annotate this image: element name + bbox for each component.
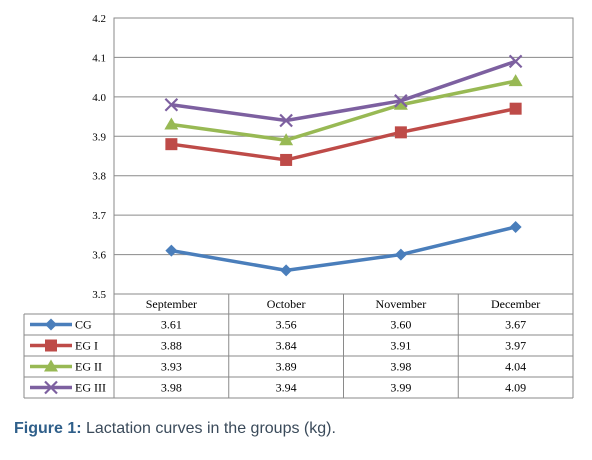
y-tick-label: 3.5 bbox=[92, 289, 106, 301]
y-tick-label: 4.0 bbox=[92, 92, 106, 104]
series-line bbox=[171, 225, 517, 273]
y-tick-label: 3.6 bbox=[92, 250, 106, 262]
y-tick-label: 4.1 bbox=[92, 52, 106, 64]
data-point bbox=[164, 117, 179, 130]
table-cell-value: 3.88 bbox=[161, 339, 182, 353]
data-point bbox=[509, 220, 522, 233]
data-point bbox=[280, 153, 293, 166]
data-point bbox=[164, 97, 179, 112]
y-tick-label: 3.7 bbox=[92, 210, 106, 222]
data-point bbox=[508, 74, 523, 87]
table-cell-value: 3.60 bbox=[390, 318, 411, 332]
table-cell-value: 3.98 bbox=[390, 360, 411, 374]
table-cell-value: 3.91 bbox=[390, 339, 411, 353]
table-cell-value: 3.67 bbox=[505, 318, 526, 332]
series-line bbox=[171, 59, 517, 123]
figure-caption-text: Lactation curves in the groups (kg). bbox=[81, 420, 336, 437]
data-point bbox=[165, 138, 178, 151]
data-point bbox=[394, 126, 407, 139]
figure-caption: Figure 1: Lactation curves in the groups… bbox=[14, 420, 336, 438]
figure-label: Figure 1: bbox=[14, 420, 82, 437]
x-tick-label: October bbox=[267, 297, 306, 311]
legend-key-marker bbox=[44, 359, 58, 372]
table-cell-value: 4.09 bbox=[505, 381, 526, 395]
table-cell-value: 3.98 bbox=[161, 381, 182, 395]
table-cell-value: 4.04 bbox=[505, 360, 526, 374]
x-tick-label: December bbox=[491, 297, 540, 311]
data-point bbox=[279, 113, 293, 128]
data-point bbox=[165, 244, 178, 257]
data-point bbox=[393, 97, 408, 110]
legend-label: CG bbox=[75, 318, 92, 332]
table-cell-value: 3.61 bbox=[161, 318, 182, 332]
series-line bbox=[171, 106, 516, 162]
data-point bbox=[280, 264, 293, 277]
table-cell-value: 3.97 bbox=[505, 339, 526, 353]
legend-label: EG I bbox=[75, 339, 98, 353]
legend-label: EG II bbox=[75, 360, 102, 374]
table-cell-value: 3.93 bbox=[161, 360, 182, 374]
legend-key-marker bbox=[44, 380, 58, 395]
legend-label: EG III bbox=[75, 381, 106, 395]
lactation-chart: 3.5 3.6 3.7 3.8 3.9 4.0 4.1 4.2 September October… bbox=[23, 13, 574, 399]
table-cell-value: 3.84 bbox=[276, 339, 297, 353]
data-point bbox=[394, 248, 407, 261]
data-point bbox=[509, 102, 522, 115]
table-cell-value: 3.56 bbox=[276, 318, 297, 332]
x-tick-label: September bbox=[146, 297, 197, 311]
table-cell-value: 3.89 bbox=[276, 360, 297, 374]
data-point bbox=[508, 54, 523, 69]
legend-key-marker bbox=[45, 339, 57, 352]
legend-key-marker bbox=[45, 318, 57, 331]
y-tick-label: 3.9 bbox=[92, 131, 106, 143]
y-tick-label: 4.2 bbox=[92, 13, 106, 25]
data-point bbox=[279, 133, 294, 146]
x-tick-label: November bbox=[376, 297, 427, 311]
y-tick-label: 3.8 bbox=[92, 171, 106, 183]
table-cell-value: 3.94 bbox=[276, 381, 297, 395]
table-cell-value: 3.99 bbox=[390, 381, 411, 395]
data-point bbox=[394, 94, 408, 108]
series-line bbox=[171, 79, 516, 142]
